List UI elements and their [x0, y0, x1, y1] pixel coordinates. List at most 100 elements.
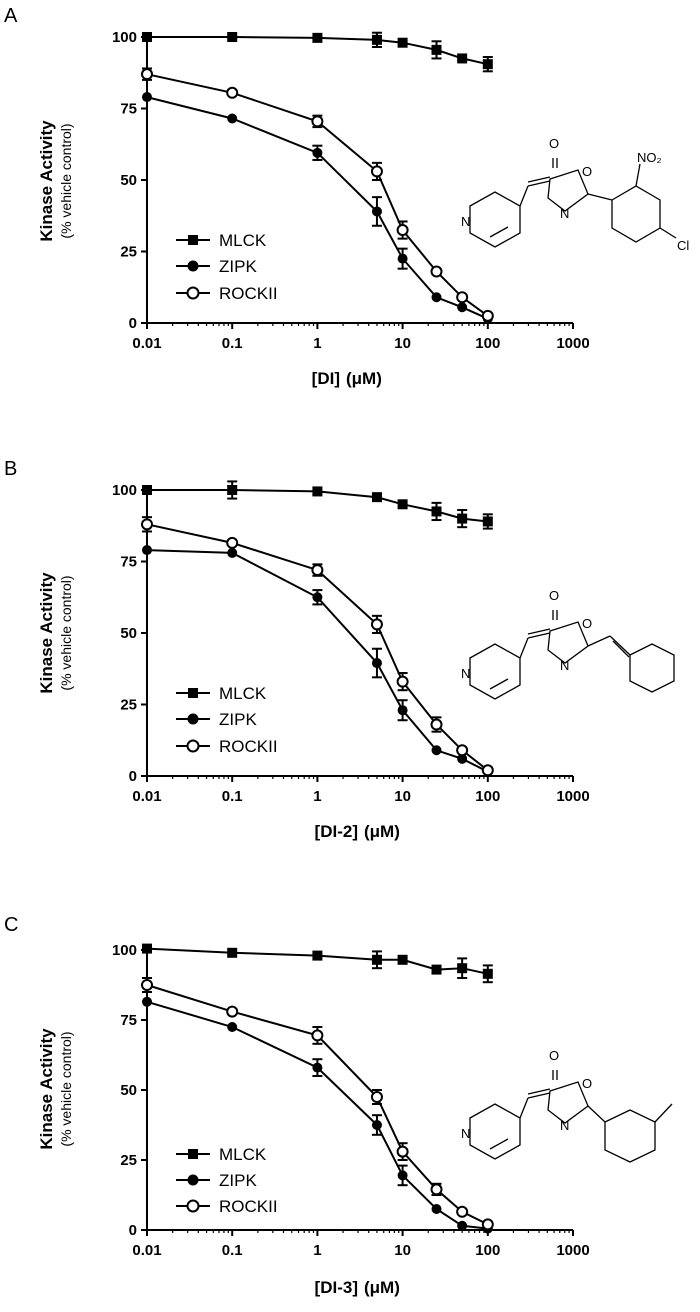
panel-b-structure [469, 610, 675, 700]
y-tick-label: 0 [129, 315, 137, 332]
point-zipk [312, 147, 323, 158]
point-rockii [141, 979, 153, 991]
point-rockii [396, 675, 409, 688]
point-mlck [312, 950, 323, 961]
point-mlck [457, 963, 468, 974]
panel-b-legend-zipk: ZIPK [219, 710, 257, 729]
panel-c-legend: MLCK ZIPK ROCKII [176, 1145, 278, 1216]
panel-b-legend: MLCK ZIPK ROCKII [176, 684, 278, 756]
point-rockii [141, 518, 153, 531]
series-line-rockii [146, 73, 489, 317]
point-rockii [481, 309, 494, 322]
point-rockii [226, 536, 239, 549]
point-rockii [311, 115, 324, 128]
panel-b-atom-n-ring: N [560, 658, 569, 673]
panel-c-ylabel: Kinase Activity [37, 1028, 56, 1150]
series-line-zipk [146, 549, 489, 773]
legend-marker-zipk [187, 260, 199, 272]
point-rockii [311, 564, 324, 577]
series-line-zipk [146, 1000, 488, 1230]
panel-c-legend-zipk: ZIPK [219, 1171, 257, 1190]
panel-b-legend-rockii: ROCKII [219, 737, 278, 756]
point-mlck [371, 954, 382, 965]
legend-marker-rockii [186, 286, 200, 300]
panel-c-xlabel-unit: (μM) [364, 1278, 400, 1297]
panel-b-ylabel-sub: (% vehicle control) [58, 575, 74, 690]
point-mlck [431, 44, 442, 55]
x-tick-label: 0.1 [222, 788, 243, 805]
panel-b-letter: B [4, 458, 17, 480]
series-line-rockii [146, 523, 489, 772]
panel-c-plot: 0 25 50 75 100 0.01 0.1 1 10 100 1000 [112, 942, 590, 1259]
y-tick-label: 75 [120, 554, 137, 571]
point-mlck [397, 954, 408, 965]
point-rockii [396, 1145, 409, 1158]
panel-b: B 0 25 50 75 100 0.01 0.1 1 10 100 1000 Kinase Act… [4, 458, 675, 841]
legend-marker-rockii [186, 1199, 200, 1213]
panel-a-ylabel: Kinase Activity [37, 120, 56, 242]
x-tick-label: 1 [313, 335, 321, 352]
x-tick-label: 0.01 [132, 335, 161, 352]
point-zipk [431, 745, 442, 756]
point-mlck [312, 486, 323, 497]
legend-marker-mlck [188, 1149, 198, 1159]
y-tick-label: 50 [120, 172, 137, 189]
x-tick-label: 10 [394, 335, 411, 352]
point-rockii [370, 1091, 383, 1103]
panel-a-atom-no2: NO₂ [637, 150, 662, 165]
point-zipk [457, 302, 468, 313]
x-tick-label: 1000 [556, 335, 589, 352]
y-tick-label: 0 [129, 768, 137, 785]
panel-c-legend-mlck: MLCK [219, 1145, 267, 1164]
point-zipk [142, 996, 152, 1007]
panel-a-atom-n-pyr: N [461, 214, 470, 229]
y-tick-label: 75 [120, 1012, 137, 1029]
x-tick-label: 0.01 [132, 1242, 161, 1259]
point-zipk [457, 753, 468, 764]
point-zipk [227, 547, 238, 558]
panel-a-ylabel-sub: (% vehicle control) [58, 123, 74, 238]
point-mlck [397, 499, 408, 510]
panel-a-legend: MLCK ZIPK ROCKII [176, 231, 278, 303]
point-rockii [456, 291, 469, 304]
x-tick-label: 100 [475, 788, 500, 805]
point-zipk [227, 113, 238, 124]
point-rockii [430, 265, 443, 278]
point-rockii [456, 744, 469, 757]
y-tick-label: 25 [120, 244, 137, 261]
panel-a-atom-o-ring: O [582, 164, 592, 179]
panel-a-structure [469, 158, 677, 248]
x-tick-label: 0.1 [222, 1242, 243, 1259]
point-rockii [141, 68, 153, 81]
point-rockii [456, 1205, 469, 1218]
point-mlck [457, 513, 468, 524]
panel-a-atom-n-ring: N [560, 206, 569, 221]
x-tick-label: 10 [394, 788, 411, 805]
point-zipk [371, 206, 382, 217]
point-zipk [142, 545, 152, 556]
panel-b-xlabel-unit: (μM) [364, 822, 400, 841]
panel-b-plot: 0 25 50 75 100 0.01 0.1 1 10 100 1000 [112, 480, 590, 805]
legend-marker-rockii [186, 739, 200, 753]
x-tick-label: 0.1 [222, 335, 243, 352]
point-rockii [430, 718, 443, 731]
panel-a-legend-zipk: ZIPK [219, 257, 257, 276]
point-mlck [397, 37, 408, 48]
point-rockii [396, 224, 409, 237]
x-tick-label: 0.01 [132, 788, 161, 805]
point-mlck [482, 59, 493, 70]
panel-c-atom-n-pyr: N [461, 1126, 470, 1141]
point-mlck [227, 32, 238, 42]
x-tick-label: 10 [394, 1242, 411, 1259]
point-rockii [226, 86, 239, 99]
y-tick-label: 100 [112, 482, 137, 499]
point-zipk [457, 1220, 468, 1231]
point-zipk [142, 92, 152, 103]
panel-b-xlabel: [DI-2] [315, 822, 358, 841]
point-rockii [430, 1183, 443, 1196]
point-zipk [397, 253, 408, 264]
point-mlck [431, 506, 442, 517]
point-mlck [371, 492, 382, 503]
point-mlck [227, 485, 238, 495]
